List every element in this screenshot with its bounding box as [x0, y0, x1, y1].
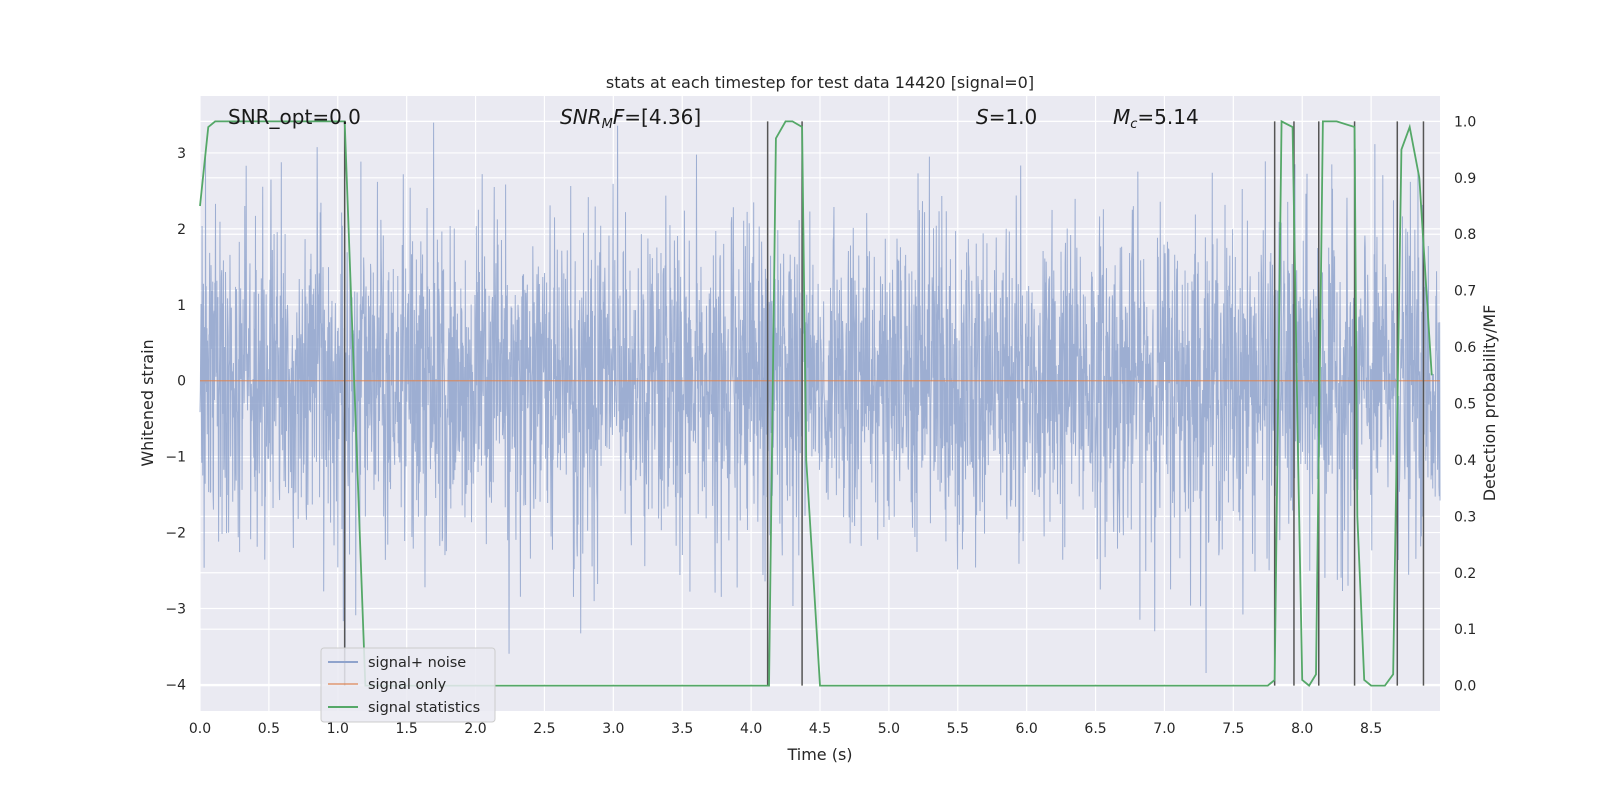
mc-annotation: Mc=5.14	[1113, 105, 1199, 132]
x-tick-label: 6.5	[1084, 721, 1106, 737]
snr-opt-annotation: SNR_opt=0.0	[228, 105, 361, 129]
right-y-axis-label: Detection probability/MF	[1480, 305, 1499, 502]
right-y-tick-label: 0.5	[1454, 397, 1476, 413]
right-y-tick-label: 0.3	[1454, 509, 1476, 525]
legend-box	[320, 647, 496, 723]
y-tick-label: 2	[177, 222, 186, 238]
y-tick-labels: 3 2 1 0 −1 −2 −3 −4	[165, 146, 186, 693]
legend-label-signal-only: signal only	[368, 677, 447, 693]
x-tick-label: 2.5	[533, 721, 555, 737]
x-tick-label: 8.0	[1291, 721, 1313, 737]
x-tick-label: 4.5	[809, 721, 831, 737]
legend: signal+ noise signal only signal statist…	[320, 647, 496, 723]
x-tick-label: 2.0	[464, 721, 486, 737]
x-tick-label: 0.0	[189, 721, 211, 737]
y-tick-label: 3	[177, 146, 186, 162]
x-tick-label: 7.0	[1153, 721, 1175, 737]
right-y-tick-label: 0.4	[1454, 453, 1476, 469]
x-tick-label: 0.5	[258, 721, 280, 737]
right-y-tick-label: 1.0	[1454, 114, 1476, 130]
x-tick-label: 5.0	[878, 721, 900, 737]
x-tick-label: 8.5	[1360, 721, 1382, 737]
right-y-tick-labels: 1.0 0.9 0.8 0.7 0.6 0.5 0.4 0.3 0.2 0.1 0.0	[1454, 114, 1476, 694]
x-tick-label: 1.0	[327, 721, 349, 737]
signal-noise-trace	[199, 122, 1441, 674]
y-tick-label: 1	[177, 298, 186, 314]
x-tick-label: 7.5	[1222, 721, 1244, 737]
right-y-tick-label: 0.1	[1454, 622, 1476, 638]
y-tick-label: −4	[165, 677, 186, 693]
snr-mf-annotation: SNRMF=[4.36]	[560, 105, 701, 132]
y-axis-label: Whitened strain	[138, 339, 157, 466]
y-tick-label: −1	[165, 450, 186, 466]
x-tick-label: 5.5	[947, 721, 969, 737]
right-y-tick-label: 0.2	[1454, 566, 1476, 582]
right-y-tick-label: 0.9	[1454, 171, 1476, 187]
right-y-tick-label: 0.8	[1454, 227, 1476, 243]
right-y-tick-label: 0.6	[1454, 340, 1476, 356]
legend-label-signal-noise: signal+ noise	[368, 655, 466, 671]
right-y-tick-label: 0.7	[1454, 284, 1476, 300]
right-y-tick-label: 0.0	[1454, 679, 1476, 695]
x-tick-label: 6.0	[1016, 721, 1038, 737]
x-tick-label: 4.0	[740, 721, 762, 737]
y-tick-label: −2	[165, 526, 186, 542]
y-tick-label: −3	[165, 602, 186, 618]
s-annotation: S=1.0	[976, 105, 1037, 129]
x-tick-label: 1.5	[396, 721, 418, 737]
signal-noise-path	[199, 122, 1441, 674]
chart-title: stats at each timestep for test data 144…	[606, 73, 1034, 92]
x-tick-label: 3.0	[602, 721, 624, 737]
y-tick-label: 0	[177, 374, 186, 390]
x-tick-label: 3.5	[671, 721, 693, 737]
x-axis-label: Time (s)	[786, 745, 852, 764]
legend-label-signal-statistics: signal statistics	[368, 700, 480, 716]
x-tick-labels: 0.0 0.5 1.0 1.5 2.0 2.5 3.0 3.5 4.0 4.5 5.0 5.5 6.0 6…	[189, 721, 1382, 737]
